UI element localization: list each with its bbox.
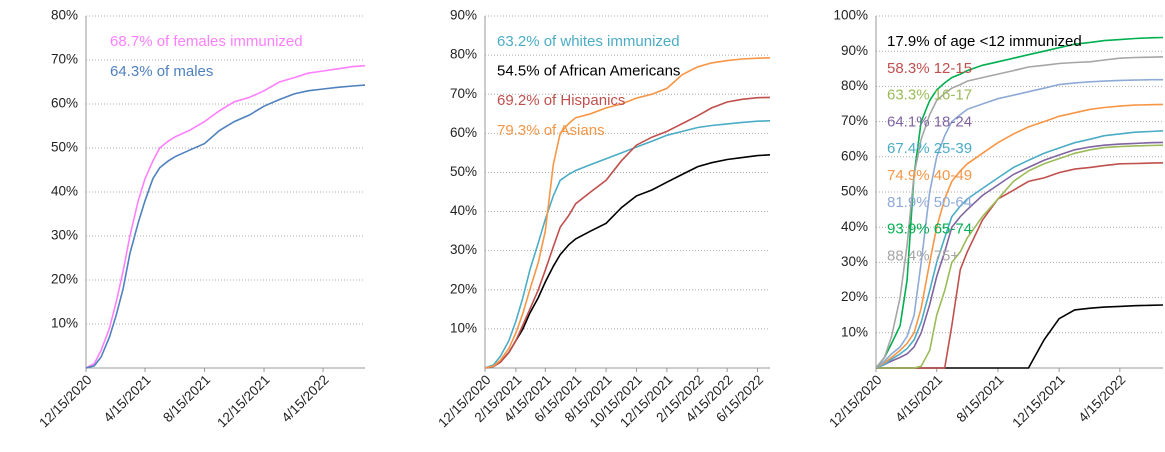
series-label: 69.2% of Hispanics [497,92,625,109]
series-line [85,64,366,369]
series-line [875,36,1164,369]
series-line [484,154,771,369]
series-label: 68.7% of females immunized [110,33,303,50]
y-tick-label: 20% [51,272,78,287]
x-tick-label: 4/15/2022 [1075,372,1128,425]
series-label: 74.9% 40-49 [887,167,972,184]
y-tick-label: 20% [450,281,477,296]
y-tick-label: 30% [841,254,868,269]
series-line [484,96,771,369]
y-tick-label: 70% [450,86,477,101]
series-label: 17.9% of age <12 immunized [887,33,1082,50]
y-tick-label: 50% [841,184,868,199]
series-label: 88.4% 75+ [887,247,959,264]
series-label: 64.1% 18-24 [887,113,972,130]
y-tick-label: 20% [841,289,868,304]
y-tick-label: 80% [51,8,78,23]
x-tick-label: 12/15/2020 [36,372,94,430]
y-tick-label: 40% [841,219,868,234]
y-tick-label: 90% [841,43,868,58]
series-line [484,120,771,369]
y-tick-label: 30% [51,228,78,243]
series-line [875,130,1164,369]
x-tick-label: 4/15/2021 [892,372,945,425]
series-label: 58.3% 12-15 [887,60,972,77]
x-tick-label: 12/15/2021 [214,372,272,430]
series-label: 63.3% 16-17 [887,87,972,104]
y-tick-label: 60% [51,96,78,111]
series-label: 64.3% of males [110,63,213,80]
series-line [484,57,771,369]
y-tick-label: 50% [51,140,78,155]
series-label: 67.4% 25-39 [887,140,972,157]
series-line [875,78,1163,369]
x-tick-label: 4/15/2022 [279,372,332,425]
x-tick-label: 4/15/2021 [101,372,154,425]
y-tick-label: 40% [450,203,477,218]
x-tick-label: 8/15/2021 [953,372,1006,425]
series-line [85,84,366,369]
y-tick-label: 30% [450,242,477,257]
x-tick-label: 12/15/2021 [1009,372,1067,430]
y-tick-label: 90% [450,8,477,23]
y-tick-label: 10% [841,324,868,339]
y-tick-label: 70% [51,52,78,67]
y-tick-label: 60% [450,125,477,140]
series-line [875,103,1164,369]
y-tick-label: 60% [841,148,868,163]
y-tick-label: 40% [51,184,78,199]
series-label: 54.5% of African Americans [497,63,680,80]
series-label: 79.3% of Asians [497,122,605,139]
series-label: 63.2% of whites immunized [497,33,680,50]
x-tick-label: 8/15/2021 [160,372,213,425]
y-tick-label: 10% [51,316,78,331]
series-line [875,56,1164,369]
y-tick-label: 80% [450,47,477,62]
series-label: 93.9% 65-74 [887,221,972,238]
series-label: 81.9% 50-64 [887,194,972,211]
x-tick-label: 12/15/2020 [826,372,884,430]
series-line [875,141,1164,369]
y-tick-label: 70% [841,113,868,128]
y-tick-label: 80% [841,78,868,93]
y-tick-label: 50% [450,164,477,179]
series-line [876,144,1164,369]
y-tick-label: 10% [450,320,477,335]
y-tick-label: 100% [833,8,868,23]
